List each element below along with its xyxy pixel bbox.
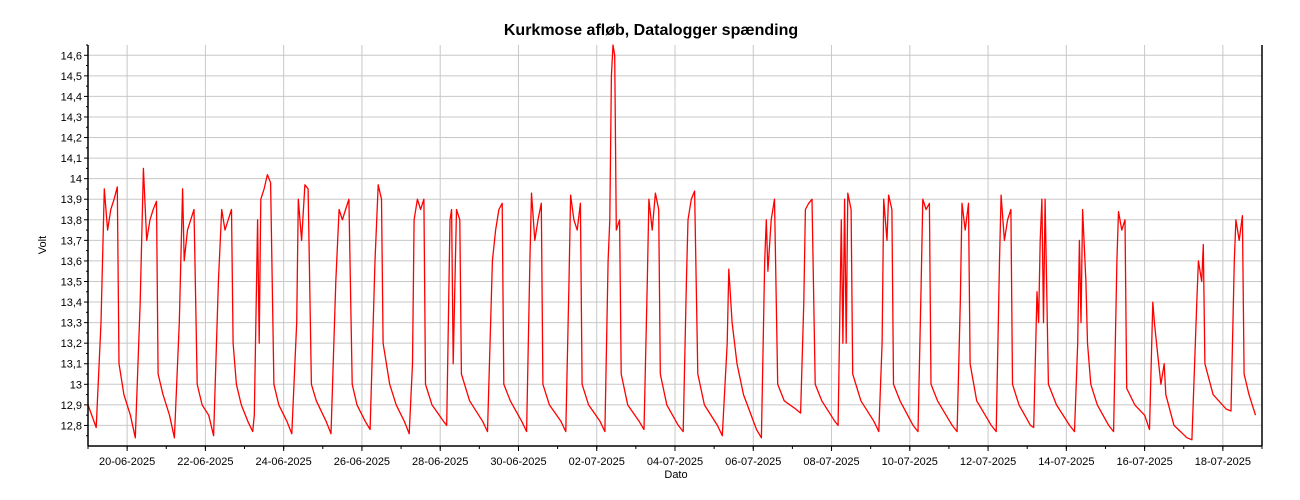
y-tick-label: 14,2 <box>61 133 82 145</box>
y-tick-label: 13,4 <box>61 297 82 309</box>
y-tick-label: 14 <box>70 174 82 186</box>
y-tick-label: 13,5 <box>61 276 82 288</box>
x-tick-label: 12-07-2025 <box>960 456 1016 468</box>
y-tick-label: 13,2 <box>61 338 82 350</box>
y-axis-label: Volt <box>37 236 49 254</box>
x-tick-label: 08-07-2025 <box>803 456 859 468</box>
x-tick-label: 14-07-2025 <box>1038 456 1094 468</box>
y-tick-label: 13,7 <box>61 235 82 247</box>
y-tick-label: 13,3 <box>61 318 82 330</box>
x-tick-label: 26-06-2025 <box>334 456 390 468</box>
x-tick-label: 24-06-2025 <box>256 456 312 468</box>
y-tick-label: 13,8 <box>61 215 82 227</box>
x-tick-label: 10-07-2025 <box>882 456 938 468</box>
x-tick-label: 20-06-2025 <box>99 456 155 468</box>
y-tick-label: 12,8 <box>61 420 82 432</box>
chart-title: Kurkmose afløb, Datalogger spænding <box>504 22 798 39</box>
x-tick-label: 06-07-2025 <box>725 456 781 468</box>
axis-layer <box>84 44 1263 451</box>
y-tick-label: 14,5 <box>61 71 82 83</box>
x-tick-label: 16-07-2025 <box>1116 456 1172 468</box>
series-layer <box>87 44 1257 441</box>
y-tick-label: 13,6 <box>61 256 82 268</box>
y-tick-label: 14,1 <box>61 153 82 165</box>
grid-layer <box>88 45 1262 446</box>
x-tick-label: 18-07-2025 <box>1195 456 1251 468</box>
x-tick-label: 28-06-2025 <box>412 456 468 468</box>
series-line-voltage <box>87 44 1257 441</box>
y-tick-label: 12,9 <box>61 400 82 412</box>
y-tick-label: 13,1 <box>61 359 82 371</box>
x-axis-label: Dato <box>664 469 687 481</box>
tick-labels-layer: 12,8 12,9 13 13,1 13,2 13,3 13,4 13,5 13,6 13,7 13… <box>61 50 1251 468</box>
y-tick-label: 13,9 <box>61 194 82 206</box>
y-tick-label: 13 <box>70 379 82 391</box>
y-tick-label: 14,6 <box>61 50 82 62</box>
x-tick-label: 22-06-2025 <box>177 456 233 468</box>
x-tick-label: 02-07-2025 <box>569 456 625 468</box>
x-tick-label: 30-06-2025 <box>490 456 546 468</box>
x-tick-label: 04-07-2025 <box>647 456 703 468</box>
y-tick-label: 14,4 <box>61 91 82 103</box>
y-tick-label: 14,3 <box>61 112 82 124</box>
